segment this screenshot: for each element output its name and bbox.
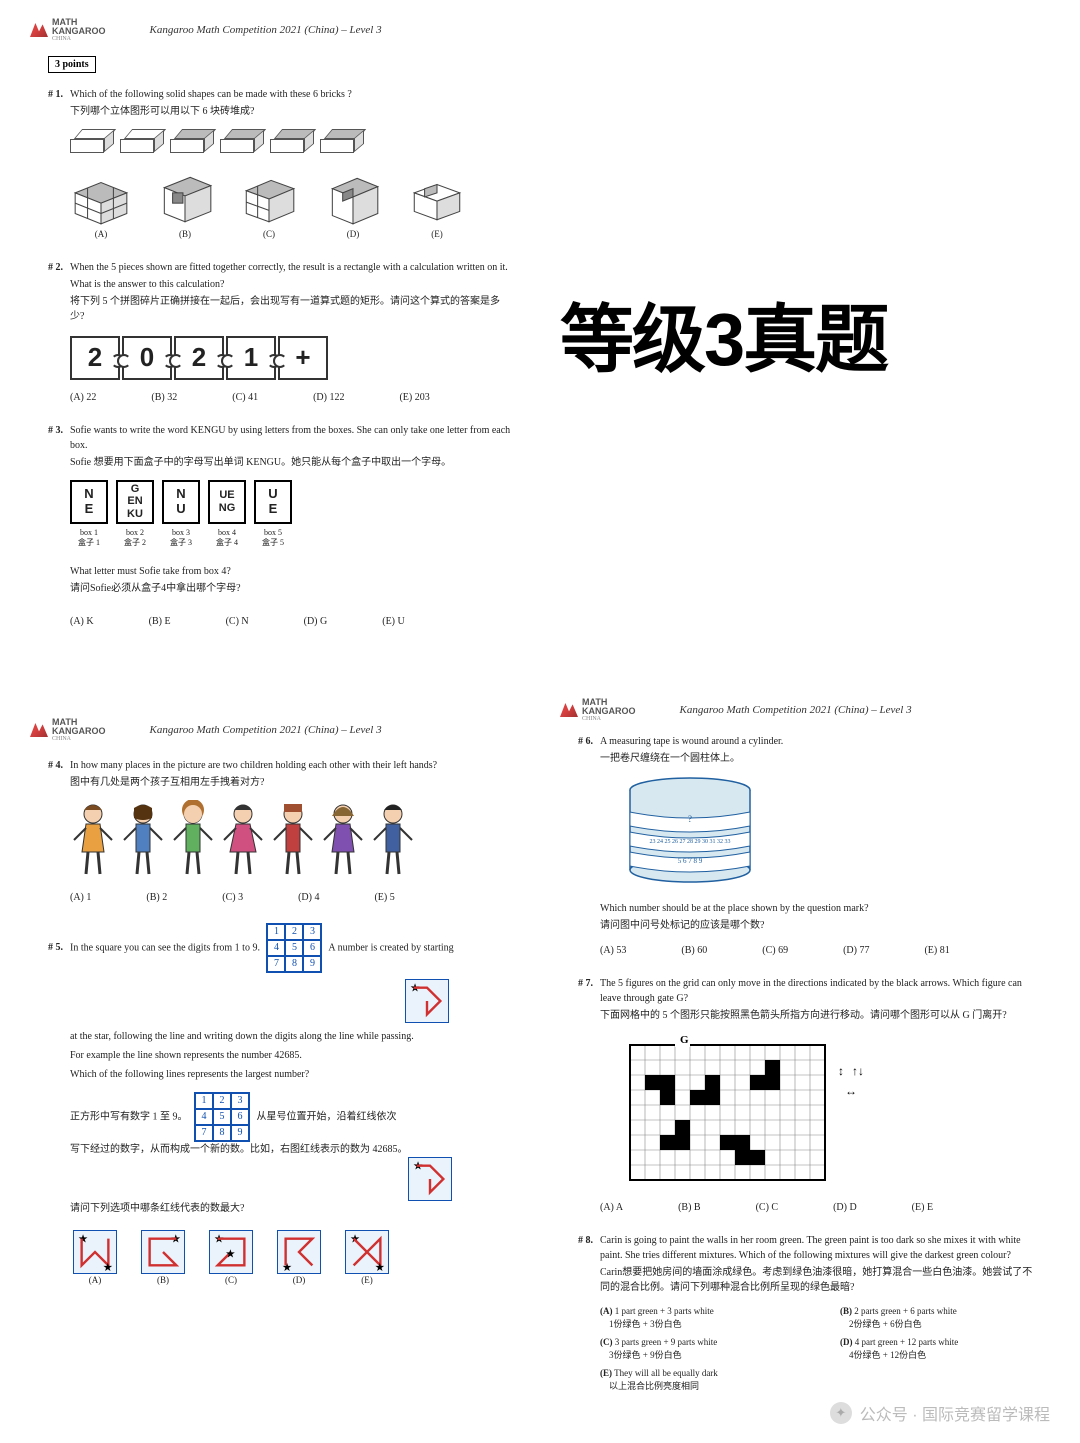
letter-boxes: NE GENKU NU UENG UE bbox=[70, 480, 512, 524]
page-header: Kangaroo Math Competition 2021 (China) –… bbox=[150, 24, 382, 36]
page-header: Kangaroo Math Competition 2021 (China) –… bbox=[680, 704, 912, 716]
kangaroo-icon bbox=[30, 23, 48, 37]
svg-text:↕: ↕ bbox=[838, 1064, 844, 1078]
logo-text: MATHKANGAROO CHINA bbox=[582, 698, 636, 722]
page-header: Kangaroo Math Competition 2021 (China) –… bbox=[150, 724, 382, 736]
q3-answers: (A) K (B) E (C) N (D) G (E) U bbox=[70, 614, 512, 629]
question-5: # 5.In the square you can see the digits… bbox=[70, 923, 492, 1288]
points-box: 3 points bbox=[48, 56, 96, 73]
page-1: MATHKANGAROO CHINA Kangaroo Math Competi… bbox=[0, 0, 540, 657]
wechat-icon: ✦ bbox=[830, 1402, 852, 1424]
question-2: # 2.When the 5 pieces shown are fitted t… bbox=[70, 260, 512, 405]
q8-options: (A) 1 part green + 3 parts white 1份绿色 + … bbox=[600, 1305, 1042, 1393]
q4-answers: (A) 1 (B) 2 (C) 3 (D) 4 (E) 5 bbox=[70, 890, 492, 905]
svg-text:★: ★ bbox=[375, 1262, 385, 1273]
question-7: # 7.The 5 figures on the grid can only m… bbox=[600, 976, 1042, 1215]
bricks-row bbox=[70, 129, 512, 155]
solid-options: (A) (B) (C) bbox=[70, 171, 512, 242]
svg-text:↔: ↔ bbox=[845, 1084, 857, 1098]
logo: MATHKANGAROO CHINA Kangaroo Math Competi… bbox=[30, 718, 510, 742]
q6-answers: (A) 53 (B) 60 (C) 69 (D) 77 (E) 81 bbox=[600, 943, 1042, 958]
watermark: ✦ 公众号 · 国际竞赛留学课程 bbox=[830, 1401, 1050, 1425]
svg-text:★: ★ bbox=[103, 1262, 113, 1273]
cylinder-illustration: ? 23 24 25 26 27 28 29 30 31 32 33 5 6 7… bbox=[620, 776, 760, 891]
svg-text:★: ★ bbox=[225, 1249, 235, 1261]
question-4: # 4.In how many places in the picture ar… bbox=[70, 758, 492, 905]
puzzle-pieces: 2 0 2 1 + bbox=[70, 336, 512, 380]
logo: MATHKANGAROO CHINA Kangaroo Math Competi… bbox=[30, 18, 530, 42]
question-8: # 8.Carin is going to paint the walls in… bbox=[600, 1233, 1042, 1393]
kangaroo-icon bbox=[560, 703, 578, 717]
q7-answers: (A) A (B) B (C) C (D) D (E) E bbox=[600, 1200, 1042, 1215]
logo: MATHKANGAROO CHINA Kangaroo Math Competi… bbox=[560, 698, 1060, 722]
logo-text: MATHKANGAROO CHINA bbox=[52, 718, 106, 742]
question-3: # 3.Sofie wants to write the word KENGU … bbox=[70, 423, 512, 630]
svg-text:5 6 7 8 9: 5 6 7 8 9 bbox=[678, 857, 703, 865]
page-3: MATHKANGAROO CHINA Kangaroo Math Competi… bbox=[530, 680, 1070, 1421]
svg-text:?: ? bbox=[688, 814, 692, 824]
grid-maze: G ↕ ↑↓ ↔ bbox=[620, 1035, 1042, 1190]
logo-text: MATHKANGAROO CHINA bbox=[52, 18, 106, 42]
svg-text:★: ★ bbox=[282, 1262, 292, 1273]
example-path: ★ bbox=[405, 979, 449, 1023]
children-illustration bbox=[70, 800, 492, 880]
svg-text:G: G bbox=[680, 1035, 689, 1046]
svg-text:↑↓: ↑↓ bbox=[852, 1064, 864, 1078]
kangaroo-icon bbox=[30, 723, 48, 737]
q2-answers: (A) 22 (B) 32 (C) 41 (D) 122 (E) 203 bbox=[70, 390, 512, 405]
box-labels: box 1盒子 1 box 2盒子 2 box 3盒子 3 box 4盒子 4 … bbox=[70, 528, 512, 549]
svg-text:23 24 25 26 27 28 29 30 31 32: 23 24 25 26 27 28 29 30 31 32 33 bbox=[650, 839, 731, 845]
digit-grid-zh: 123 456 789 bbox=[194, 1092, 250, 1142]
svg-text:★: ★ bbox=[78, 1233, 88, 1245]
example-path-zh: ★ bbox=[408, 1157, 452, 1201]
q5-options: ★★ (A) ★ (B) ★★ (C) ★ (D) ★★ (E) bbox=[70, 1230, 492, 1288]
digit-grid: 123 456 789 bbox=[266, 923, 322, 973]
page-2: MATHKANGAROO CHINA Kangaroo Math Competi… bbox=[0, 700, 520, 1316]
question-6: # 6.A measuring tape is wound around a c… bbox=[600, 734, 1042, 958]
overlay-title: 等级3真题 bbox=[560, 280, 887, 387]
question-1: # 1.Which of the following solid shapes … bbox=[70, 87, 512, 242]
